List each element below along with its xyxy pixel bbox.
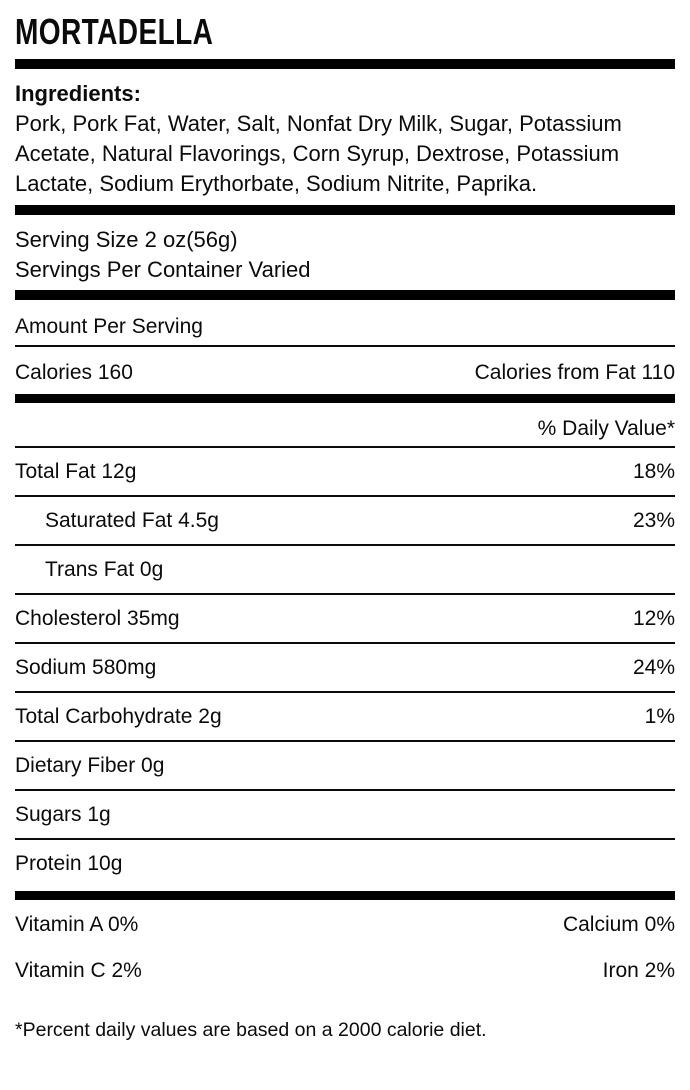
nutrient-daily-value: 23% (632, 508, 675, 532)
ingredients-heading: Ingredients: (15, 80, 141, 106)
divider-bar-calories (15, 393, 675, 403)
amount-per-serving-heading: Amount Per Serving (15, 300, 675, 347)
divider-bar-vitamins (15, 890, 675, 900)
nutrient-label: Sugars 1g (15, 802, 111, 826)
calories-from-fat-value: Calories from Fat 110 (474, 360, 675, 384)
nutrient-row-total-carbohydrate: Total Carbohydrate 2g 1% (15, 693, 675, 742)
nutrient-row-protein: Protein 10g (15, 840, 675, 887)
nutrient-row-cholesterol: Cholesterol 35mg 12% (15, 595, 675, 644)
vitamin-a-value: Vitamin A 0% (15, 912, 139, 936)
vitamin-row-1: Vitamin A 0% Calcium 0% (15, 900, 675, 946)
vitamin-row-2: Vitamin C 2% Iron 2% (15, 946, 675, 992)
nutrient-daily-value: 1% (644, 704, 675, 728)
calories-row: Calories 160 Calories from Fat 110 (15, 347, 675, 394)
nutrient-row-sodium: Sodium 580mg 24% (15, 644, 675, 693)
nutrient-row-dietary-fiber: Dietary Fiber 0g (15, 742, 675, 791)
ingredients-text: Pork, Pork Fat, Water, Salt, Nonfat Dry … (15, 110, 622, 196)
ingredients-section: Ingredients: Pork, Pork Fat, Water, Salt… (15, 79, 675, 199)
serving-size-text: Serving Size 2 oz(56g) (15, 226, 238, 252)
serving-info-section: Serving Size 2 oz(56g) Servings Per Cont… (15, 225, 675, 285)
nutrient-daily-value: 24% (632, 655, 675, 679)
nutrient-label: Trans Fat 0g (45, 557, 164, 581)
vitamin-c-value: Vitamin C 2% (15, 958, 142, 982)
divider-bar-serving (15, 289, 675, 300)
servings-per-container-text: Servings Per Container Varied (15, 256, 311, 282)
nutrient-row-total-fat: Total Fat 12g 18% (15, 448, 675, 497)
nutrient-label: Dietary Fiber 0g (15, 753, 165, 777)
nutrient-row-saturated-fat: Saturated Fat 4.5g 23% (15, 497, 675, 546)
nutrient-daily-value: 12% (632, 606, 675, 630)
calcium-value: Calcium 0% (562, 912, 675, 936)
divider-bar-top (15, 58, 675, 69)
nutrient-row-sugars: Sugars 1g (15, 791, 675, 840)
nutrient-label: Total Carbohydrate 2g (15, 704, 222, 728)
daily-value-heading: % Daily Value* (15, 403, 675, 448)
nutrient-label: Cholesterol 35mg (15, 606, 180, 630)
nutrient-label: Total Fat 12g (15, 459, 137, 483)
daily-value-footnote: *Percent daily values are based on a 200… (15, 1018, 487, 1041)
nutrient-label: Protein 10g (15, 851, 123, 875)
nutrient-label: Saturated Fat 4.5g (45, 508, 219, 532)
iron-value: Iron 2% (602, 958, 675, 982)
calories-value: Calories 160 (15, 360, 133, 384)
nutrient-row-trans-fat: Trans Fat 0g (15, 546, 675, 595)
divider-bar-ingredients (15, 204, 675, 215)
nutrient-label: Sodium 580mg (15, 655, 157, 679)
nutrient-daily-value: 18% (632, 459, 675, 483)
product-title: MORTADELLA (15, 11, 214, 52)
